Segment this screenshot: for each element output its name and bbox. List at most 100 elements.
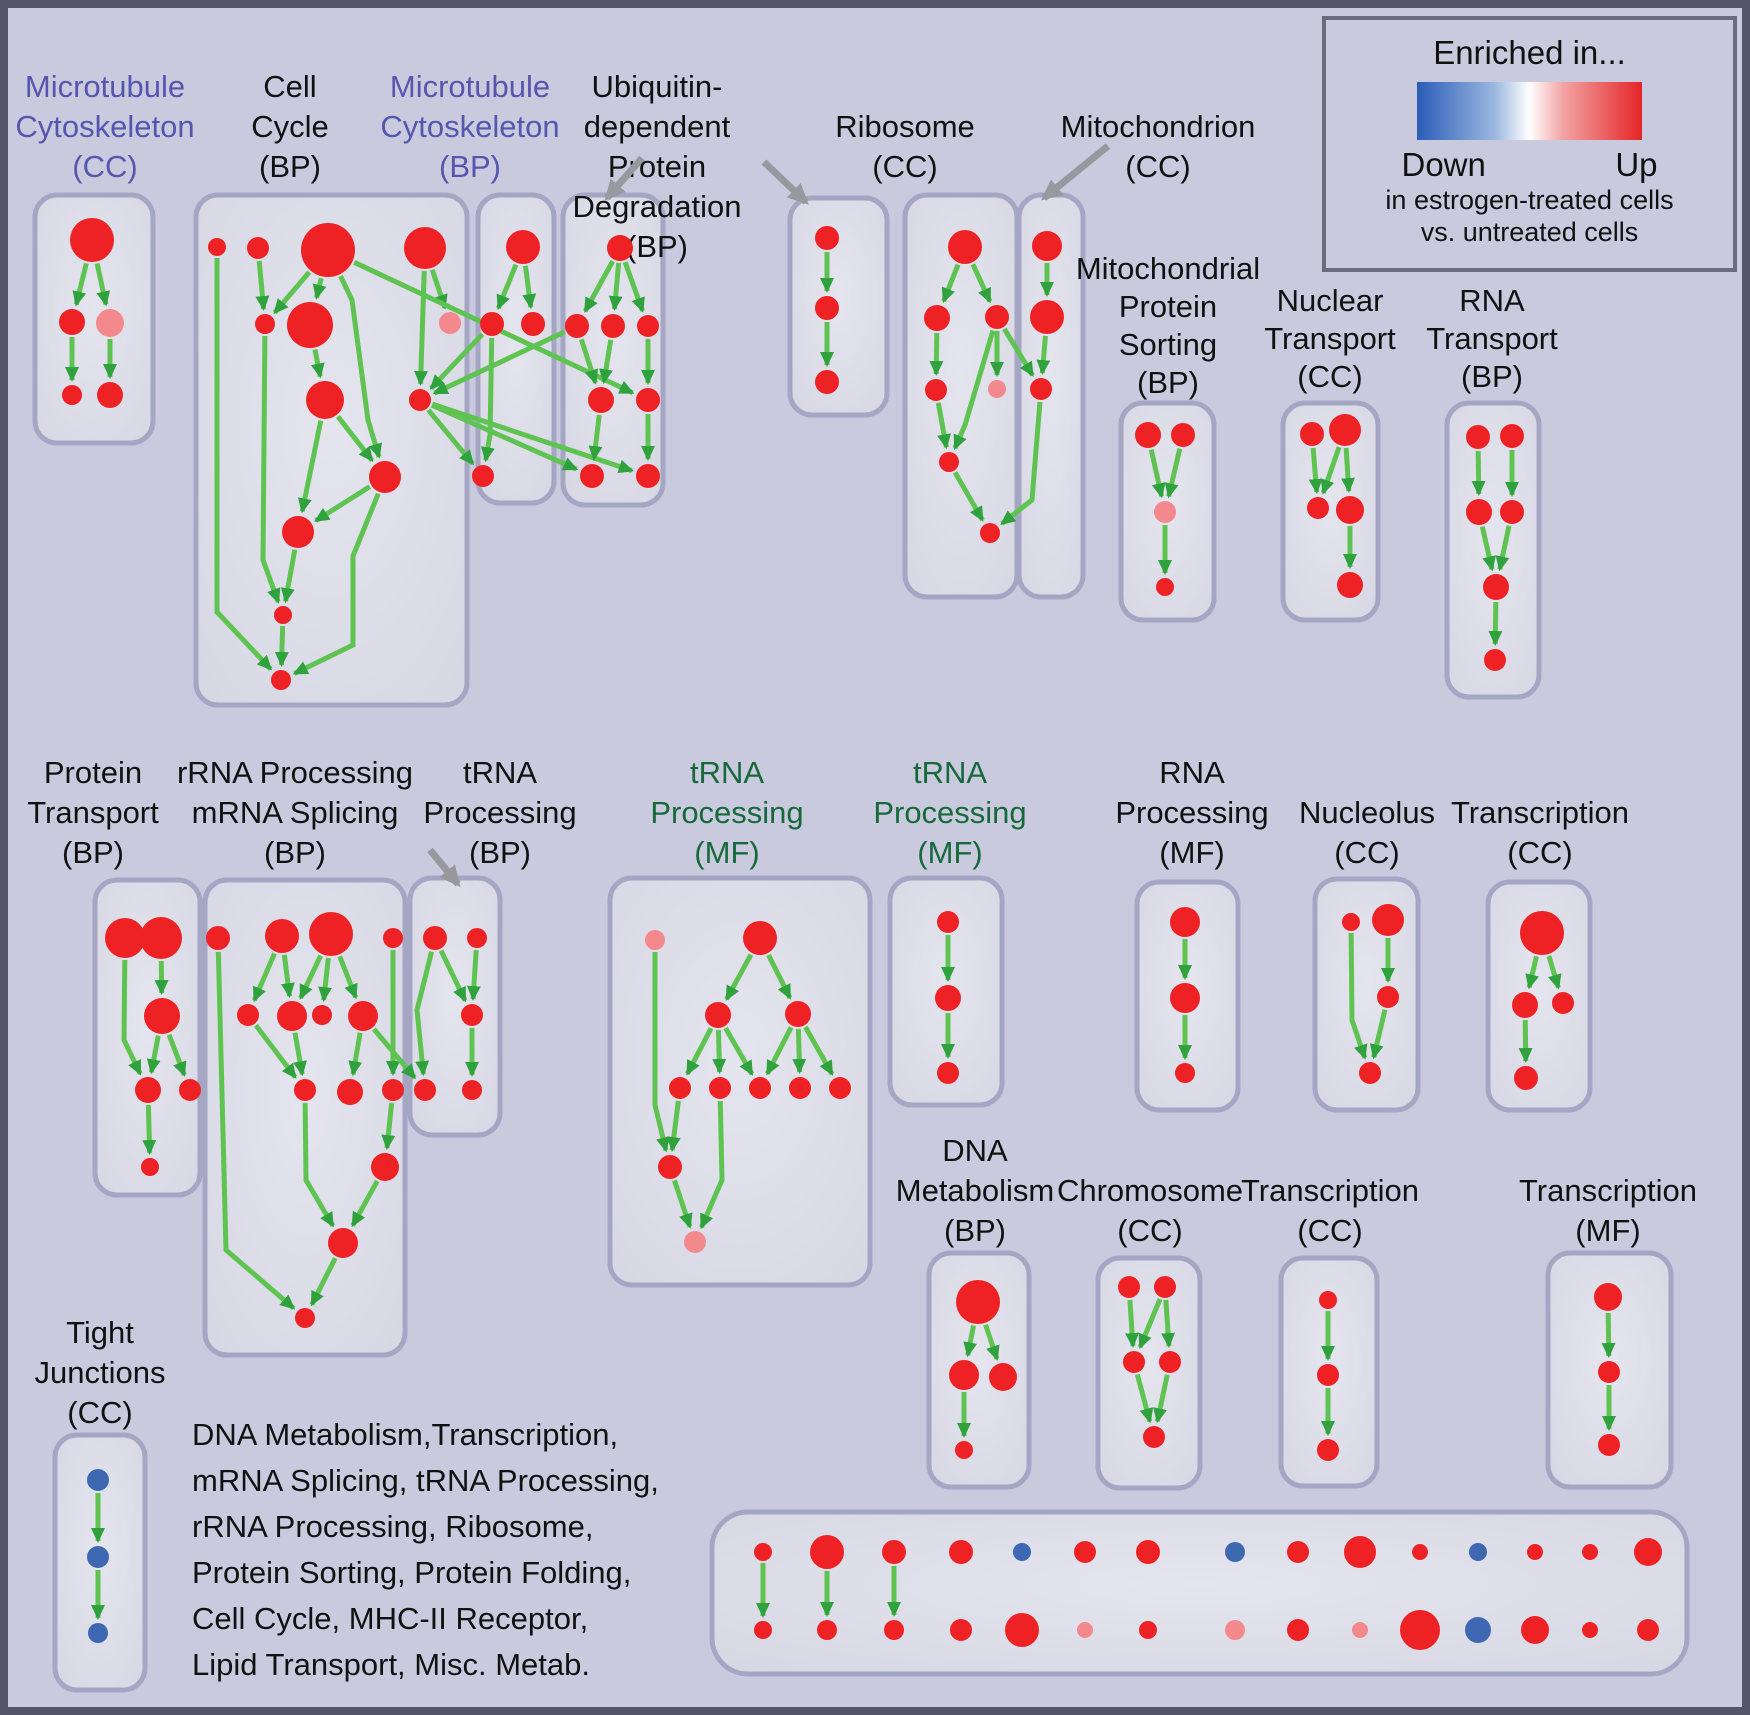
group-box-rt — [1444, 400, 1542, 700]
group-label-dnam: DNA Metabolism (BP) — [896, 1133, 1055, 1248]
edge-tm3-tm7 — [723, 1026, 755, 1076]
node-cc2 — [247, 237, 269, 259]
legend-gradient-bar — [1417, 82, 1642, 140]
edge-tm4-tm7 — [765, 1026, 794, 1076]
group-label-mtcc: Microtubule Cytoskeleton (CC) — [15, 69, 194, 184]
group-label-mps: Mitochondrial Protein Sorting (BP) — [1076, 251, 1260, 400]
node-pt2 — [140, 917, 182, 959]
node-rp2 — [1170, 983, 1200, 1013]
node-tb1 — [1319, 1291, 1337, 1309]
group-label-cellcycle: Cell Cycle (BP) — [251, 69, 329, 184]
edge-cc11-cc12 — [280, 549, 298, 604]
cluster-list-caption: DNA Metabolism,Transcription, mRNA Splici… — [192, 1412, 659, 1688]
node-rb4 — [925, 379, 947, 401]
caption-line: Protein Sorting, Protein Folding, — [192, 1555, 632, 1590]
edge-cc8-cc11 — [297, 420, 324, 514]
caption-line: mRNA Splicing, tRNA Processing, — [192, 1463, 659, 1498]
node-rr14 — [295, 1308, 315, 1328]
group-label-tccbot: Transcription (CC) — [1241, 1173, 1419, 1248]
node-tm7 — [749, 1077, 771, 1099]
node-p1b — [754, 1621, 772, 1639]
node-mp2 — [1171, 423, 1195, 447]
node-p4b — [950, 1619, 972, 1641]
edge-cc4-cc9 — [413, 270, 428, 387]
group-box-mtcc — [32, 192, 156, 446]
node-p14t — [1582, 1544, 1598, 1560]
edge-pt4-pt5 — [142, 1104, 157, 1156]
edge-dm1-dm2 — [963, 1325, 978, 1358]
node-nt2 — [1329, 414, 1361, 446]
node-p7t — [1136, 1540, 1160, 1564]
node-rr5 — [237, 1004, 259, 1026]
node-p9t — [1287, 1541, 1309, 1563]
group-label-tmfbot: Transcription (MF) — [1519, 1173, 1697, 1248]
edge-rr8-tp4 — [372, 1027, 417, 1080]
node-ch1 — [1118, 1276, 1140, 1298]
group-box-dnam — [926, 1250, 1032, 1490]
node-ub2a — [815, 226, 839, 250]
edge-cc3-cc5 — [272, 270, 312, 315]
caption-line: rRNA Processing, Ribosome, — [192, 1509, 594, 1544]
node-rr11 — [382, 1079, 404, 1101]
node-nu2 — [1372, 904, 1404, 936]
node-p2b — [817, 1620, 837, 1640]
edge-mb1-mb2 — [496, 263, 519, 311]
node-pt6 — [179, 1079, 201, 1101]
group-label-tmf1: tRNA Processing (MF) — [650, 755, 803, 870]
edge-rr2-rr6 — [280, 954, 295, 999]
group-label-tj: Tight Junctions (CC) — [35, 1315, 166, 1430]
edge-rb4-rb6 — [935, 402, 951, 450]
group-label-nucleolus: Nucleolus (CC) — [1299, 795, 1435, 870]
node-rr3 — [309, 912, 353, 956]
edge-ub1t-ub1c — [622, 261, 645, 313]
legend-title: Enriched in... — [1433, 34, 1626, 71]
node-rt3 — [1466, 499, 1492, 525]
node-p11t — [1412, 1544, 1428, 1560]
node-tm6 — [709, 1077, 731, 1099]
group-label-mito: Mitochondrion (CC) — [1061, 109, 1256, 184]
edge-pt1-pt4 — [121, 959, 143, 1076]
edge-cc3-cc10 — [338, 275, 382, 459]
edge-cc8-cc10 — [335, 415, 375, 463]
edge-tm4-tm8 — [792, 1028, 807, 1075]
edge-cc1-cc13 — [214, 258, 273, 671]
edge-cc6-cc8 — [310, 349, 325, 379]
node-mb2 — [480, 312, 504, 336]
node-ub2b — [815, 296, 839, 320]
edge-tm1-tm10 — [652, 952, 670, 1153]
node-cc3 — [301, 223, 355, 277]
group-box-pt — [92, 877, 203, 1198]
edge-ch2-ch3 — [1137, 1298, 1163, 1350]
edge-tp2-tp3 — [466, 949, 481, 1002]
edge-mb2-cc9 — [429, 332, 485, 391]
node-rt1 — [1466, 425, 1490, 449]
node-ch3 — [1123, 1351, 1145, 1373]
edge-ub1t-ub1a — [583, 259, 615, 313]
caption-line: Cell Cycle, MHC-II Receptor, — [192, 1601, 589, 1636]
node-tp5 — [462, 1080, 482, 1100]
edge-tp1-tp4 — [414, 950, 435, 1077]
group-label-tbp: tRNA Processing (BP) — [423, 755, 576, 870]
edge-rt3-rt5 — [1479, 526, 1496, 572]
edge-nt2-nt3 — [1320, 446, 1342, 495]
node-tb2 — [1317, 1364, 1339, 1386]
edge-mt1-mt2 — [72, 262, 89, 307]
edge-rr13-rr14 — [309, 1257, 338, 1307]
edge-tc1-tc2 — [1525, 955, 1539, 990]
node-mp4 — [1156, 578, 1174, 596]
node-rr8 — [348, 1001, 378, 1031]
node-p9b — [1287, 1619, 1309, 1641]
node-tp2 — [467, 928, 487, 948]
node-ub1c — [637, 315, 659, 337]
node-cc7 — [439, 312, 461, 334]
node-cc13 — [271, 670, 291, 690]
node-p14b — [1582, 1622, 1598, 1638]
node-p6t — [1074, 1541, 1096, 1563]
edge-tm2-tm3 — [724, 953, 754, 1001]
node-ub1b1 — [580, 464, 604, 488]
node-cc5 — [255, 314, 275, 334]
node-tf3 — [1598, 1434, 1620, 1456]
node-mt3 — [96, 309, 124, 337]
edge-tm10-tm11 — [672, 1179, 693, 1229]
